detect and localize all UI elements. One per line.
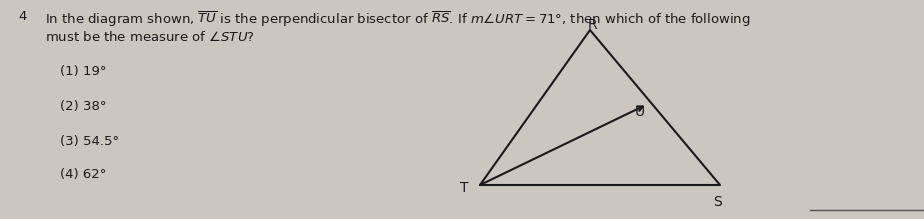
Text: must be the measure of $\angle STU$?: must be the measure of $\angle STU$?: [45, 30, 255, 44]
Text: In the diagram shown, $\overline{TU}$ is the perpendicular bisector of $\overlin: In the diagram shown, $\overline{TU}$ is…: [45, 10, 750, 29]
Text: U: U: [635, 105, 645, 119]
Text: R: R: [587, 18, 597, 32]
Text: (4) 62°: (4) 62°: [60, 168, 106, 181]
Text: 4: 4: [18, 10, 27, 23]
Text: (2) 38°: (2) 38°: [60, 100, 106, 113]
Text: (1) 19°: (1) 19°: [60, 65, 106, 78]
Text: (3) 54.5°: (3) 54.5°: [60, 135, 119, 148]
Text: T: T: [459, 181, 468, 195]
Text: S: S: [713, 195, 723, 209]
